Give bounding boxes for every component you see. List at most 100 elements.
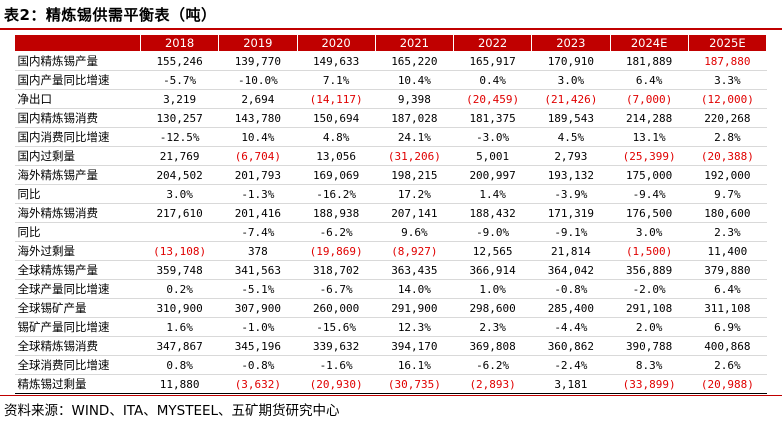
value-cell: -10.0% (218, 70, 297, 90)
row-label: 海外精炼锡消费 (14, 203, 141, 223)
value-cell: 2.0% (610, 317, 689, 337)
value-cell: 220,268 (688, 108, 767, 128)
header-cell (14, 34, 141, 52)
value-cell: 181,889 (610, 51, 689, 71)
table-row: 同比 -7.4% -6.2% 9.6% -9.0% -9.1% 3.0% 2.3% (14, 222, 767, 242)
value-cell: -3.9% (531, 184, 610, 204)
value-cell: 17.2% (375, 184, 454, 204)
value-cell: 193,132 (531, 165, 610, 185)
value-cell: -6.7% (297, 279, 376, 299)
value-cell: (19,869) (297, 241, 376, 261)
value-cell: 339,632 (297, 336, 376, 356)
value-cell: 3.3% (688, 70, 767, 90)
value-cell: (30,735) (375, 374, 454, 394)
value-cell: (33,899) (610, 374, 689, 394)
value-cell: 181,375 (453, 108, 532, 128)
value-cell: 6.4% (688, 279, 767, 299)
row-label: 净出口 (14, 89, 141, 109)
row-label: 锡矿产量同比增速 (14, 317, 141, 337)
value-cell: (20,930) (297, 374, 376, 394)
value-cell: 201,416 (218, 203, 297, 223)
value-cell: 366,914 (453, 260, 532, 280)
value-cell: -15.6% (297, 317, 376, 337)
value-cell: 3.0% (610, 222, 689, 242)
value-cell: 4.5% (531, 127, 610, 147)
value-cell: -2.0% (610, 279, 689, 299)
table-row: 净出口 3,219 2,694 (14,117) 9,398 (20,459) (21,42… (14, 89, 767, 109)
value-cell: 1.4% (453, 184, 532, 204)
header-cell: 2025E (687, 34, 768, 52)
value-cell: 4.8% (297, 127, 376, 147)
value-cell: 1.6% (140, 317, 219, 337)
value-cell: (6,704) (218, 146, 297, 166)
value-cell: (2,893) (453, 374, 532, 394)
table-row: 全球精炼锡产量 359,748 341,563 318,702 363,435 366,9… (14, 260, 767, 280)
value-cell: -1.6% (297, 355, 376, 375)
value-cell: 204,502 (140, 165, 219, 185)
value-cell: (8,927) (375, 241, 454, 261)
table-row: 国内消费同比增速 -12.5% 10.4% 4.8% 24.1% -3.0% 4.5% 13.… (14, 127, 767, 147)
value-cell: (20,388) (688, 146, 767, 166)
value-cell: 10.4% (375, 70, 454, 90)
table-row: 国内精炼锡消费 130,257 143,780 150,694 187,028 181,3… (14, 108, 767, 128)
header-cell: 2023 (531, 34, 611, 52)
value-cell: 8.3% (610, 355, 689, 375)
value-cell: 171,319 (531, 203, 610, 223)
header-cell: 2022 (452, 34, 533, 52)
table-row: 精炼锡过剩量 11,880 (3,632) (20,930) (30,735) (2,89… (14, 374, 767, 394)
header-row: 2018 2019 2020 2021 2022 2023 2024E 2025… (14, 34, 768, 52)
value-cell: 360,862 (531, 336, 610, 356)
table-row: 全球锡矿产量 310,900 307,900 260,000 291,900 298,60… (14, 298, 767, 318)
value-cell: 394,170 (375, 336, 454, 356)
value-cell: 188,938 (297, 203, 376, 223)
value-cell: 379,880 (688, 260, 767, 280)
value-cell: 311,108 (688, 298, 767, 318)
table-row: 海外过剩量 (13,108) 378 (19,869) (8,927) 12,565 21,… (14, 241, 767, 261)
row-label: 海外精炼锡产量 (14, 165, 141, 185)
value-cell: 165,220 (375, 51, 454, 71)
value-cell: (25,399) (610, 146, 689, 166)
value-cell: 345,196 (218, 336, 297, 356)
value-cell: 21,769 (140, 146, 219, 166)
value-cell: 200,997 (453, 165, 532, 185)
value-cell: (21,426) (531, 89, 610, 109)
table-title: 表2：精炼锡供需平衡表（吨） (4, 6, 217, 24)
value-cell: 356,889 (610, 260, 689, 280)
row-label: 精炼锡过剩量 (14, 374, 141, 394)
value-cell: 188,432 (453, 203, 532, 223)
value-cell: 2.3% (688, 222, 767, 242)
value-cell: 7.1% (297, 70, 376, 90)
value-cell: 150,694 (297, 108, 376, 128)
row-label: 全球消费同比增速 (14, 355, 141, 375)
value-cell: 2.3% (453, 317, 532, 337)
header-cell: 2019 (218, 34, 298, 52)
table-row: 海外精炼锡消费 217,610 201,416 188,938 207,141 188,4… (14, 203, 767, 223)
value-cell: 359,748 (140, 260, 219, 280)
value-cell: 170,910 (531, 51, 610, 71)
value-cell: 3,219 (140, 89, 219, 109)
value-cell: -6.2% (453, 355, 532, 375)
value-cell: 291,900 (375, 298, 454, 318)
value-cell: -16.2% (297, 184, 376, 204)
value-cell: 176,500 (610, 203, 689, 223)
value-cell: 24.1% (375, 127, 454, 147)
value-cell: 1.0% (453, 279, 532, 299)
value-cell: 10.4% (218, 127, 297, 147)
value-cell: 214,288 (610, 108, 689, 128)
table-row: 全球消费同比增速 0.8% -0.8% -1.6% 16.1% -6.2% -2.4% 8.3… (14, 355, 767, 375)
value-cell: 2.6% (688, 355, 767, 375)
value-cell: 12.3% (375, 317, 454, 337)
value-cell: -9.1% (531, 222, 610, 242)
value-cell: 9.7% (688, 184, 767, 204)
table-row: 国内过剩量 21,769 (6,704) 13,056 (31,206) 5,001 2,7… (14, 146, 767, 166)
value-cell: -2.4% (531, 355, 610, 375)
table-row: 国内产量同比增速 -5.7% -10.0% 7.1% 10.4% 0.4% 3.0% 6.4%… (14, 70, 767, 90)
header-cell: 2024E (609, 34, 689, 52)
row-label: 同比 (14, 222, 141, 242)
value-cell: 307,900 (218, 298, 297, 318)
value-cell: -9.0% (453, 222, 532, 242)
value-cell: 378 (218, 241, 297, 261)
value-cell: 9.6% (375, 222, 454, 242)
value-cell: -6.2% (297, 222, 376, 242)
row-label: 国内产量同比增速 (14, 70, 141, 90)
